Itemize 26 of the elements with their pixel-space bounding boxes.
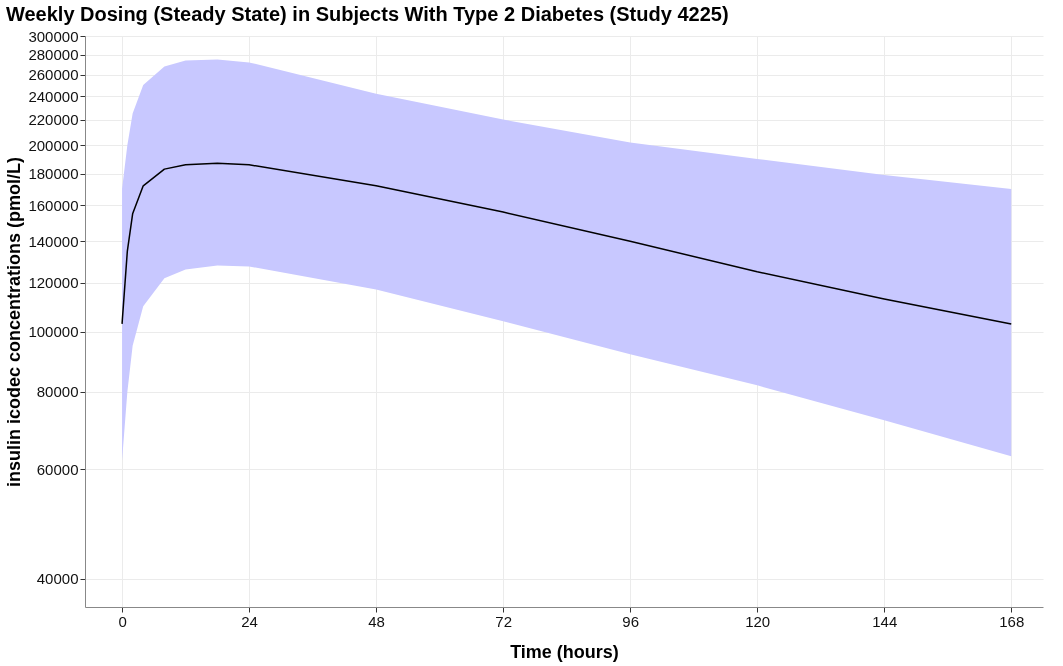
y-tick-label: 40000 — [36, 570, 79, 588]
y-tick-label: 80000 — [36, 383, 79, 401]
line-series — [121, 162, 1012, 325]
x-tick-label: 0 — [118, 612, 127, 630]
x-tick-label: 24 — [241, 612, 258, 630]
y-tick-label: 180000 — [28, 165, 79, 183]
y-tick-label: 220000 — [28, 111, 79, 129]
y-tick-label: 260000 — [28, 66, 79, 84]
x-tick-label: 96 — [622, 612, 639, 630]
x-tick-label: 120 — [745, 612, 771, 630]
y-tick-label: 200000 — [28, 136, 79, 154]
y-tick-label: 120000 — [28, 274, 79, 292]
y-tick-label: 60000 — [36, 460, 79, 478]
y-axis-title: insulin icodec concentrations (pmol/L) — [4, 156, 25, 488]
y-tick-label: 160000 — [28, 196, 79, 214]
x-tick-label: 168 — [999, 612, 1025, 630]
chart-title: Weekly Dosing (Steady State) in Subjects With Type 2 Diabetes (Study 4225) — [5, 3, 729, 25]
x-tick-label: 144 — [872, 612, 898, 630]
x-tick-label: 48 — [368, 612, 385, 630]
y-tick-label: 240000 — [28, 87, 79, 105]
x-axis-title: Time (hours) — [510, 641, 619, 662]
y-tick-label: 140000 — [28, 232, 79, 250]
y-tick-label: 300000 — [28, 27, 79, 45]
x-tick-label: 72 — [495, 612, 512, 630]
y-tick-label: 100000 — [28, 323, 79, 341]
y-tick-label: 280000 — [28, 46, 79, 64]
